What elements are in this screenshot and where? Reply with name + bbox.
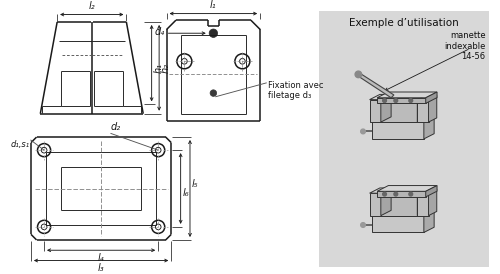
Polygon shape [372,216,424,232]
Bar [319,11,490,267]
Polygon shape [424,210,434,232]
Polygon shape [426,92,437,103]
Polygon shape [370,193,381,216]
Polygon shape [418,99,426,122]
Text: manette
indexable
14-56: manette indexable 14-56 [444,31,486,61]
Circle shape [394,192,398,196]
Text: Exemple d’utilisation: Exemple d’utilisation [350,18,459,28]
Polygon shape [381,95,391,122]
Text: l₂: l₂ [88,1,95,11]
Text: h₁: h₁ [154,63,164,73]
Polygon shape [380,197,418,216]
Text: l₄: l₄ [98,253,104,263]
Text: l₅: l₅ [192,179,198,189]
Polygon shape [428,189,437,216]
Circle shape [360,223,366,227]
Circle shape [355,71,362,78]
Polygon shape [418,193,426,216]
Text: l₃: l₃ [98,263,104,273]
Polygon shape [418,100,428,122]
Circle shape [394,99,398,102]
Polygon shape [426,185,437,197]
Polygon shape [377,92,437,98]
Circle shape [360,129,366,134]
Polygon shape [370,100,381,122]
Polygon shape [381,188,391,216]
Polygon shape [428,95,437,122]
Polygon shape [380,193,426,197]
Polygon shape [372,210,434,216]
Circle shape [382,99,386,102]
Polygon shape [418,95,437,100]
Circle shape [409,192,412,196]
Polygon shape [370,95,391,100]
Circle shape [210,90,216,96]
Text: l₆: l₆ [182,188,189,198]
Polygon shape [370,188,391,193]
Polygon shape [418,189,437,193]
Text: h₂: h₂ [161,63,171,73]
Polygon shape [380,99,426,103]
Text: d₁,s₁: d₁,s₁ [11,140,30,149]
Polygon shape [372,122,424,139]
Polygon shape [380,103,418,122]
Polygon shape [372,117,434,122]
Text: l₁: l₁ [210,0,216,10]
Polygon shape [418,193,428,216]
Circle shape [409,99,412,102]
Polygon shape [377,191,426,197]
Circle shape [209,29,218,38]
Polygon shape [377,98,426,103]
Polygon shape [424,117,434,139]
Text: d₂: d₂ [110,122,120,132]
Text: Fixation avec
filetage d₃: Fixation avec filetage d₃ [268,81,323,100]
Polygon shape [358,73,394,98]
Circle shape [382,192,386,196]
Text: d₄: d₄ [154,27,164,37]
Polygon shape [377,185,437,191]
